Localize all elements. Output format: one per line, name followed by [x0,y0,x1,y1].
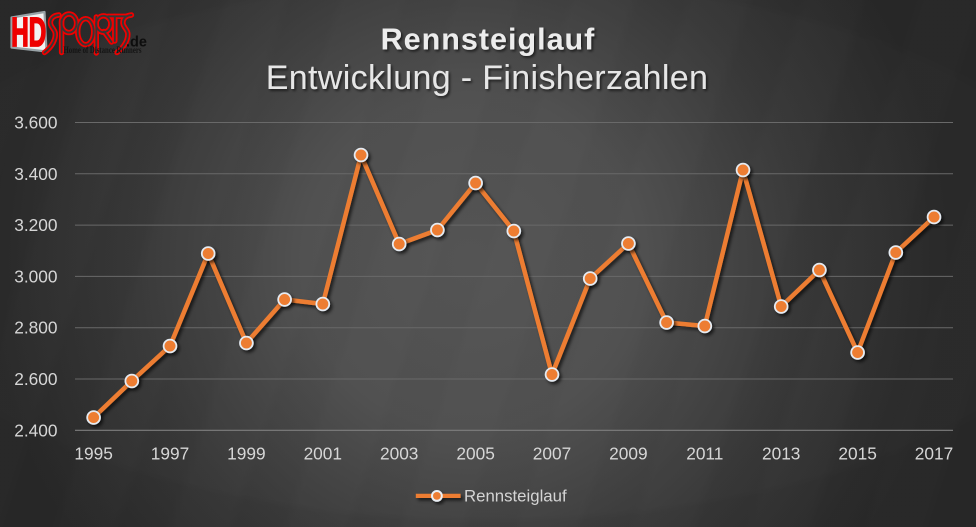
svg-text:Rennsteiglauf: Rennsteiglauf [381,22,596,56]
svg-text:1999: 1999 [227,444,265,464]
svg-text:2017: 2017 [915,444,953,464]
svg-text:2011: 2011 [686,444,723,464]
svg-text:HD: HD [11,11,46,56]
svg-text:2.800: 2.800 [14,318,57,338]
svg-text:1995: 1995 [74,444,112,464]
svg-text:3.200: 3.200 [14,215,57,235]
svg-text:2003: 2003 [380,444,418,464]
svg-text:2001: 2001 [304,444,342,464]
svg-text:.de: .de [126,35,147,51]
svg-text:2005: 2005 [456,444,494,464]
svg-text:Entwicklung - Finisherzahlen: Entwicklung - Finisherzahlen [266,59,709,97]
svg-text:3.400: 3.400 [14,164,57,184]
svg-text:3.600: 3.600 [14,113,57,133]
svg-text:2007: 2007 [533,444,571,464]
svg-text:Home of Distance Runners: Home of Distance Runners [64,46,142,56]
svg-text:2015: 2015 [838,444,876,464]
svg-text:1997: 1997 [151,444,189,464]
svg-text:2.600: 2.600 [14,369,57,389]
svg-text:2009: 2009 [609,444,647,464]
svg-text:2013: 2013 [762,444,800,464]
svg-text:Rennsteiglauf: Rennsteiglauf [464,486,567,505]
svg-text:3.000: 3.000 [14,266,57,286]
svg-text:2.400: 2.400 [14,420,57,440]
